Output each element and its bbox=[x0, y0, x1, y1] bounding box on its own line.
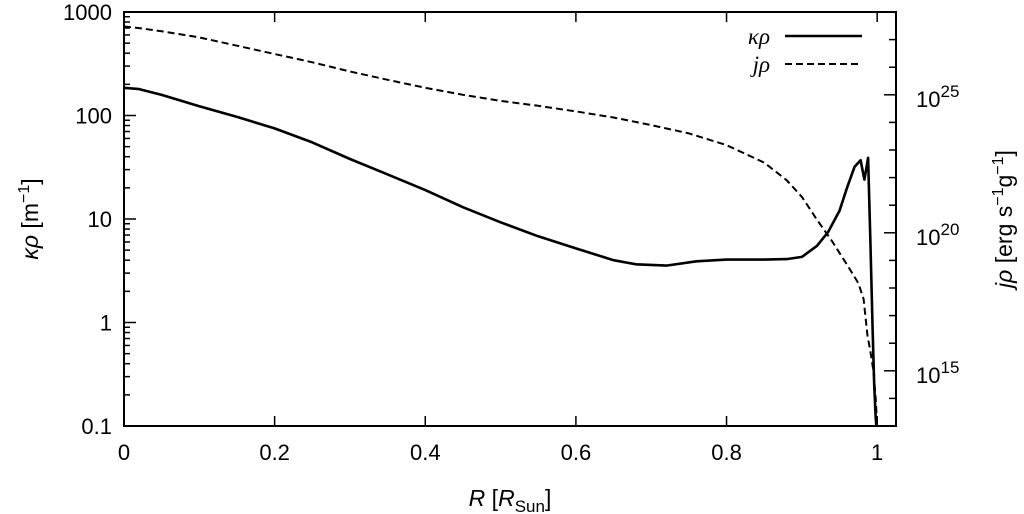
x-tick-label: 0.4 bbox=[410, 440, 441, 465]
series-line-1 bbox=[124, 86, 878, 426]
x-tick-label: 0.8 bbox=[711, 440, 742, 465]
x-tick-label: 0 bbox=[118, 440, 130, 465]
x-tick-label: 1 bbox=[871, 440, 883, 465]
y-left-axis-title: κρ [m−1] bbox=[16, 178, 43, 259]
legend: κρ jρ bbox=[748, 24, 862, 77]
legend-label-1: κρ bbox=[748, 24, 770, 49]
x-tick-label: 0.6 bbox=[561, 440, 592, 465]
ticks-layer bbox=[123, 11, 896, 427]
labels-layer: 0 0.2 0.4 0.6 0.8 1 0.1 1 10 100 1000 1015 1020 1025 R… bbox=[16, 0, 1017, 514]
series-line-2 bbox=[124, 25, 879, 426]
y-left-tick-label: 10 bbox=[88, 207, 112, 232]
x-tick-label: 0.2 bbox=[259, 440, 290, 465]
y-right-axis-title: jρ [erg s−1g−1] bbox=[990, 150, 1017, 291]
series-layer bbox=[124, 25, 879, 426]
y-right-tick-label: 1020 bbox=[916, 220, 959, 250]
y-left-tick-label: 0.1 bbox=[81, 414, 112, 439]
plot-frame bbox=[123, 11, 897, 427]
y-left-tick-label: 1 bbox=[100, 311, 112, 336]
legend-label-2: jρ bbox=[750, 52, 770, 77]
y-left-tick-label: 1000 bbox=[63, 0, 112, 25]
y-left-tick-label: 100 bbox=[75, 104, 112, 129]
x-axis-title: R [RSun] bbox=[469, 485, 552, 514]
y-right-tick-label: 1015 bbox=[916, 358, 959, 388]
y-right-tick-label: 1025 bbox=[916, 82, 959, 112]
